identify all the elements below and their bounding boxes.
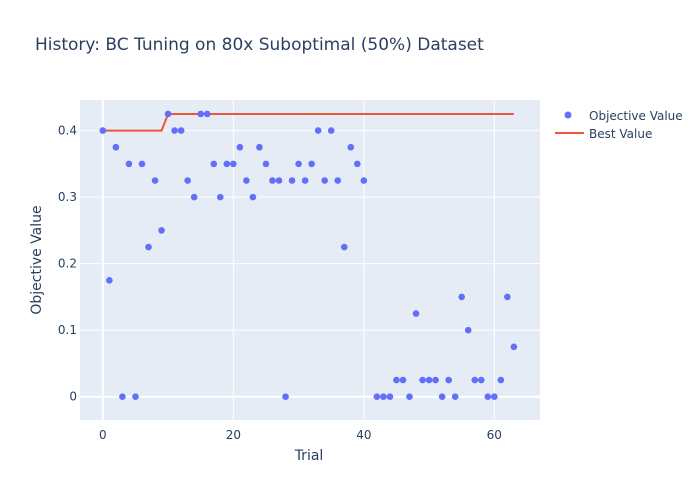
objective-value-point[interactable]	[151, 177, 159, 184]
objective-value-point[interactable]	[301, 177, 309, 184]
best-value-line	[102, 112, 514, 132]
objective-value-point[interactable]	[484, 393, 492, 401]
objective-value-point[interactable]	[282, 393, 289, 401]
objective-value-point[interactable]	[112, 143, 120, 151]
y-tick-label: 0	[69, 390, 77, 404]
plot-background	[80, 100, 540, 420]
objective-value-point[interactable]	[210, 160, 218, 168]
objective-value-point[interactable]	[138, 160, 146, 168]
objective-value-point[interactable]	[132, 393, 139, 401]
objective-value-point[interactable]	[354, 160, 361, 168]
objective-value-point[interactable]	[190, 193, 198, 201]
objective-value-point[interactable]	[386, 393, 394, 401]
objective-value-point[interactable]	[458, 293, 466, 301]
objective-value-point[interactable]	[295, 160, 302, 168]
x-tick-label: 60	[487, 428, 502, 442]
objective-value-point[interactable]	[471, 376, 479, 384]
objective-value-point[interactable]	[262, 160, 270, 168]
objective-value-point[interactable]	[432, 376, 439, 384]
x-axis-title: Trial	[294, 448, 324, 464]
objective-value-point[interactable]	[412, 310, 420, 317]
objective-value-point[interactable]	[164, 110, 172, 118]
objective-value-point[interactable]	[171, 127, 178, 134]
objective-value-point[interactable]	[445, 376, 452, 384]
objective-value-point[interactable]	[308, 160, 315, 168]
objective-value-point[interactable]	[497, 376, 505, 384]
objective-value-point[interactable]	[197, 110, 205, 118]
objective-value-point[interactable]	[380, 393, 387, 401]
legend-item-best-value[interactable]: Best Value	[555, 127, 652, 141]
legend[interactable]: Objective Value Best Value	[555, 109, 683, 141]
legend-item-objective-value[interactable]: Objective Value	[564, 109, 683, 123]
objective-value-point[interactable]	[243, 177, 250, 184]
objective-value-point[interactable]	[334, 177, 342, 184]
objective-value-point[interactable]	[249, 193, 257, 201]
objective-value-point[interactable]	[275, 177, 283, 184]
legend-label-objective-value: Objective Value	[589, 109, 683, 123]
objective-value-point[interactable]	[438, 393, 446, 401]
objective-value-point[interactable]	[314, 127, 322, 134]
y-tick-label: 0.1	[58, 323, 77, 337]
objective-value-point[interactable]	[510, 343, 518, 351]
x-tick-label: 20	[226, 428, 241, 442]
chart-title: History: BC Tuning on 80x Suboptimal (50…	[35, 35, 484, 55]
objective-value-point[interactable]	[393, 376, 400, 384]
objective-value-point[interactable]	[373, 393, 381, 401]
objective-value-point[interactable]	[177, 127, 185, 134]
legend-marker-objective-value	[564, 111, 572, 119]
objective-value-point[interactable]	[230, 160, 237, 168]
objective-value-point[interactable]	[256, 143, 263, 151]
objective-value-point[interactable]	[236, 143, 244, 151]
objective-value-point[interactable]	[477, 376, 485, 384]
objective-value-point[interactable]	[203, 110, 211, 118]
objective-value-point[interactable]	[504, 293, 511, 301]
y-tick-label: 0.4	[58, 124, 77, 138]
objective-value-point[interactable]	[99, 127, 107, 134]
legend-label-best-value: Best Value	[589, 127, 652, 141]
objective-value-point[interactable]	[406, 393, 413, 401]
objective-value-point[interactable]	[223, 160, 231, 168]
y-axis-title: Objective Value	[29, 205, 45, 314]
objective-value-point[interactable]	[399, 376, 407, 384]
objective-value-point[interactable]	[288, 177, 296, 184]
y-tick-label: 0.2	[58, 257, 77, 271]
tick-labels: 0 20 40 60 0 0.1 0.2 0.3 0.4	[58, 124, 502, 442]
objective-value-point[interactable]	[321, 177, 328, 184]
x-tick-label: 40	[356, 428, 371, 442]
objective-value-point[interactable]	[347, 143, 355, 151]
objective-value-point[interactable]	[145, 243, 152, 251]
objective-value-point[interactable]	[451, 393, 459, 401]
objective-value-point[interactable]	[216, 193, 224, 201]
objective-value-point[interactable]	[269, 177, 276, 184]
objective-value-point[interactable]	[491, 393, 498, 401]
objective-value-point[interactable]	[419, 376, 426, 384]
objective-value-point[interactable]	[106, 276, 113, 284]
objective-value-point[interactable]	[125, 160, 133, 168]
objective-value-point[interactable]	[327, 127, 335, 134]
objective-value-point[interactable]	[158, 227, 165, 234]
objective-value-point[interactable]	[464, 326, 472, 334]
objective-value-point[interactable]	[119, 393, 126, 401]
objective-value-point[interactable]	[425, 376, 433, 384]
objective-value-point[interactable]	[360, 177, 368, 184]
objective-value-point[interactable]	[184, 177, 191, 184]
series-layer	[99, 110, 518, 401]
x-tick-label: 0	[99, 428, 107, 442]
objective-value-point[interactable]	[340, 243, 348, 251]
y-tick-label: 0.3	[58, 190, 77, 204]
